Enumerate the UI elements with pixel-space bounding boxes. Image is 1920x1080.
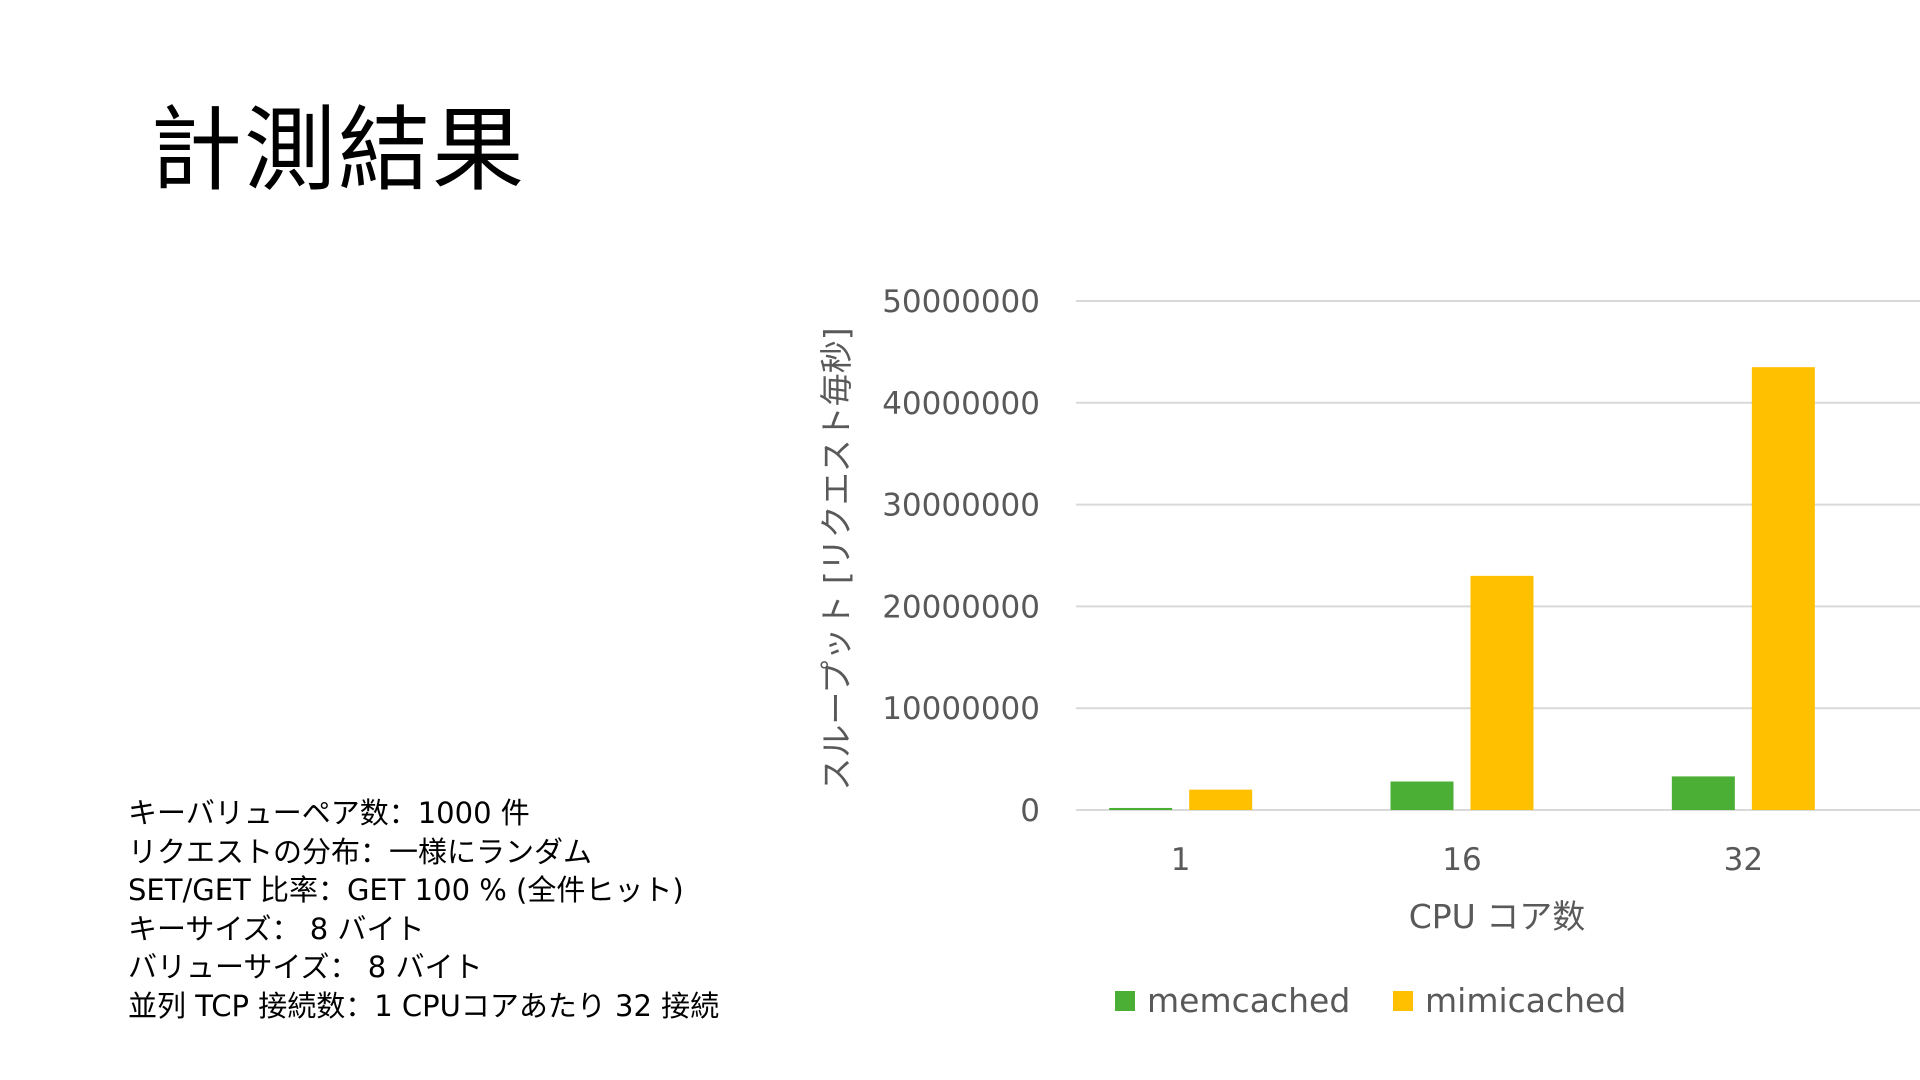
bar-mimicached-1 <box>1189 789 1253 810</box>
y-tick-label: 0 <box>1020 793 1040 829</box>
legend-label-mimicached: mimicached <box>1425 981 1626 1020</box>
condition-kv-pairs: キーバリューペア数：1000 件 <box>128 796 530 830</box>
chart-legend: memcached mimicached <box>1115 981 1626 1020</box>
y-tick-label: 10000000 <box>882 691 1040 727</box>
condition-value-size: バリューサイズ： 8 バイト <box>128 950 483 984</box>
bar-memcached-1 <box>1109 807 1173 810</box>
legend-swatch-mimicached <box>1393 991 1413 1011</box>
condition-key-size: キーサイズ： 8 バイト <box>128 911 425 946</box>
y-tick-label: 40000000 <box>882 386 1040 422</box>
bar-mimicached-32 <box>1751 367 1815 810</box>
y-axis-tick-labels: 0 10000000 20000000 30000000 40000000 5000000… <box>882 284 1040 829</box>
x-axis-tick-labels: 1 16 32 <box>1171 842 1763 878</box>
chart-bars <box>1109 367 1815 810</box>
x-tick-label: 32 <box>1724 842 1763 878</box>
bar-mimicached-16 <box>1470 575 1534 810</box>
benchmark-conditions: キーバリューペア数：1000 件 リクエストの分布：一様にランダム SET/GE… <box>128 794 719 1025</box>
y-tick-label: 50000000 <box>882 284 1040 320</box>
slide-title: 計測結果 <box>150 97 527 204</box>
y-tick-label: 20000000 <box>882 589 1040 625</box>
condition-tcp-connections: 並列 TCP 接続数：1 CPUコアあたり 32 接続 <box>128 988 720 1023</box>
legend-swatch-memcached <box>1115 991 1135 1011</box>
legend-label-memcached: memcached <box>1147 981 1350 1020</box>
x-tick-label: 16 <box>1442 842 1481 878</box>
bar-memcached-32 <box>1671 776 1735 810</box>
condition-request-distribution: リクエストの分布：一様にランダム <box>128 834 593 869</box>
x-axis-title: CPU コア数 <box>1409 897 1586 936</box>
y-tick-label: 30000000 <box>882 488 1040 524</box>
x-tick-label: 1 <box>1171 842 1191 878</box>
y-axis-title: スループット [リクエスト毎秒] <box>817 327 856 790</box>
condition-set-get-ratio: SET/GET 比率：GET 100 % (全件ヒット) <box>128 873 684 907</box>
bar-memcached-16 <box>1390 781 1454 810</box>
